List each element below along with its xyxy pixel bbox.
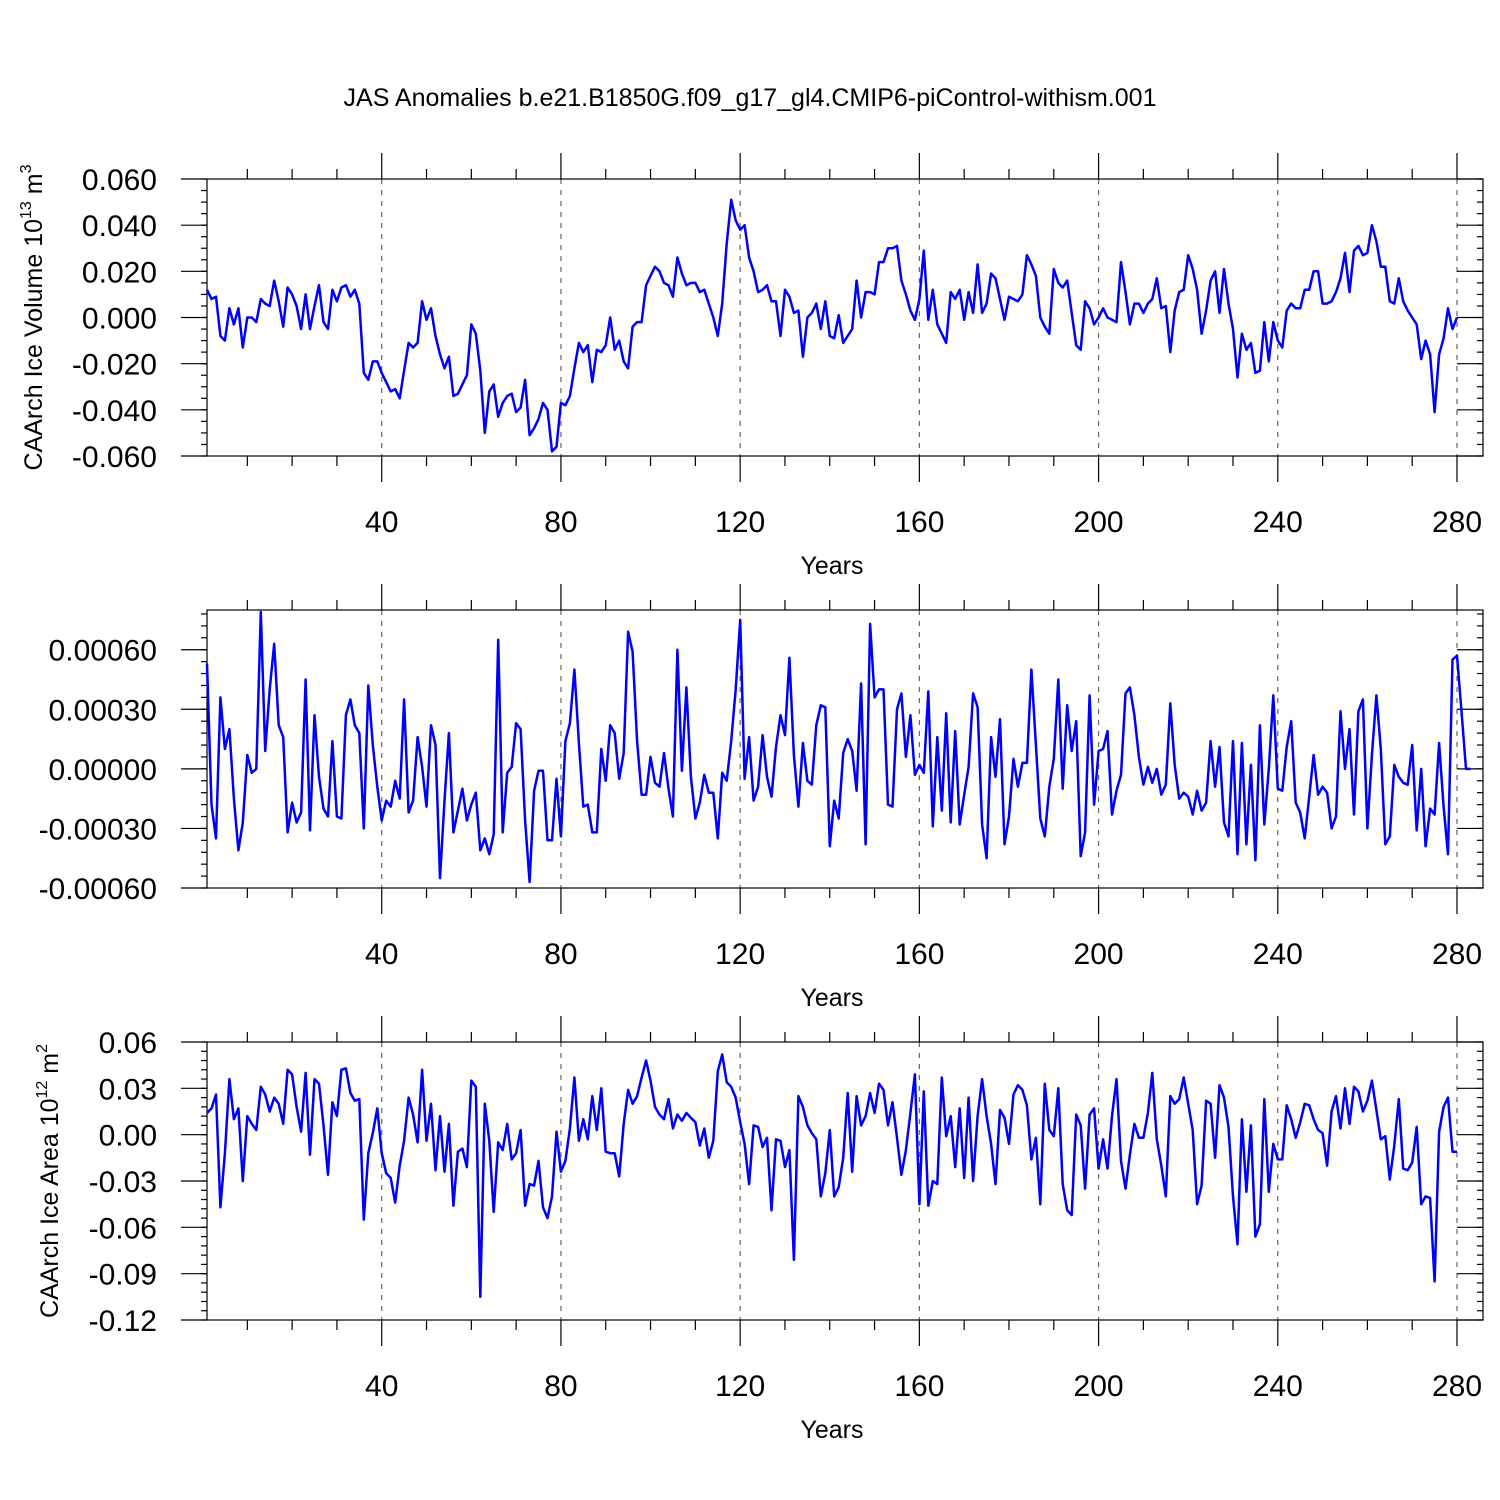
ice-area-series-line-0	[206, 1053, 1457, 1299]
ice-area-x-axis-label: Years	[800, 1416, 863, 1444]
chart-title: JAS Anomalies b.e21.B1850G.f09_g17_gl4.C…	[344, 84, 1157, 112]
ice-volume-x-axis-label: Years	[800, 552, 863, 580]
ice-volume-y-tick-label: -0.020	[72, 349, 157, 382]
snow-volume-y-tick-label: 0.00060	[49, 635, 157, 668]
ice-area-y-tick-label: -0.03	[89, 1166, 157, 1199]
ice-area-x-tick-label: 280	[1432, 1370, 1482, 1403]
ice-area-x-tick-label: 200	[1074, 1370, 1124, 1403]
ice-volume-y-axis-label-text: CAArch Ice Volume 10	[20, 219, 48, 471]
ice-volume-plot-frame	[206, 178, 1484, 457]
snow-volume-y-tick-label: 0.00000	[49, 754, 157, 787]
snow-volume-y-tick-label: 0.00030	[49, 694, 157, 727]
ice-volume-x-tick-label: 80	[544, 506, 577, 539]
ice-area-x-tick-label: 40	[365, 1370, 398, 1403]
snow-volume-y-tick-label: -0.00030	[39, 813, 157, 846]
ice-area-panel: -0.12 -0.09 -0.06 -0.03 0.00 0.03 0.06 40 80 120 1…	[34, 1016, 1484, 1444]
snow-volume-x-tick-label: 200	[1074, 938, 1124, 971]
snow-volume-y-tick-label: -0.00060	[39, 873, 157, 906]
ice-volume-y-axis-label-unit-exponent: 3	[18, 164, 35, 173]
ice-volume-x-tick-label: 280	[1432, 506, 1482, 539]
ice-area-y-axis-label-unit: m	[36, 1053, 64, 1081]
ice-volume-y-tick-label: 0.000	[82, 303, 157, 336]
ice-volume-y-tick-label: 0.020	[82, 256, 157, 289]
ice-area-y-tick-label: 0.00	[99, 1120, 157, 1153]
snow-volume-x-tick-label: 40	[365, 938, 398, 971]
ice-volume-y-axis-label-unit: m	[20, 173, 48, 201]
ice-volume-series-line-0	[205, 198, 1459, 453]
snow-volume-x-axis-label: Years	[800, 984, 863, 1012]
ice-area-x-tick-label: 240	[1253, 1370, 1303, 1403]
ice-area-y-axis-label-exponent: 12	[34, 1081, 51, 1099]
ice-volume-x-tick-label: 160	[894, 506, 944, 539]
snow-volume-plot-frame	[206, 609, 1484, 889]
ice-area-y-tick-label: 0.03	[99, 1073, 157, 1106]
ice-area-y-tick-label: -0.09	[89, 1259, 157, 1292]
ice-volume-x-tick-label: 40	[365, 506, 398, 539]
ice-area-y-axis-label: CAArch Ice Area 1012 m2	[34, 1044, 64, 1318]
snow-volume-x-tick-label: 120	[715, 938, 765, 971]
snow-volume-y-axis-label-unit: m	[0, 590, 6, 618]
ice-volume-y-tick-label: -0.060	[72, 441, 157, 474]
ice-volume-y-tick-label: -0.040	[72, 395, 157, 428]
ice-area-x-tick-label: 160	[894, 1370, 944, 1403]
snow-volume-panel: -0.00060 -0.00030 0.00000 0.00030 0.00060 40 8…	[0, 581, 1484, 1012]
snow-volume-x-tick-label: 240	[1253, 938, 1303, 971]
snow-volume-x-tick-label: 280	[1432, 938, 1482, 971]
snow-volume-series-line-0	[205, 610, 1471, 884]
ice-volume-y-axis-label: CAArch Ice Volume 1013 m3	[18, 164, 48, 470]
ice-area-y-axis-label-text: CAArch Ice Area 10	[36, 1098, 64, 1318]
ice-volume-x-tick-label: 200	[1074, 506, 1124, 539]
ice-volume-y-axis-label-exponent: 13	[18, 201, 35, 219]
ice-area-y-tick-label: 0.06	[99, 1027, 157, 1060]
ice-volume-x-tick-label: 240	[1253, 506, 1303, 539]
ice-area-x-tick-label: 80	[544, 1370, 577, 1403]
ice-volume-y-tick-label: 0.060	[82, 164, 157, 197]
ice-volume-x-tick-label: 120	[715, 506, 765, 539]
snow-volume-x-tick-label: 160	[894, 938, 944, 971]
ice-area-x-tick-label: 120	[715, 1370, 765, 1403]
snow-volume-x-tick-label: 80	[544, 938, 577, 971]
ice-volume-panel: -0.060 -0.040 -0.020 0.000 0.020 0.040 0.060 40…	[18, 153, 1484, 580]
ice-area-y-axis-label-unit-exponent: 2	[34, 1044, 51, 1053]
snow-volume-y-axis-label-text: CAArch Snow Volume 10	[0, 636, 6, 917]
ice-volume-y-tick-label: 0.040	[82, 210, 157, 243]
ice-area-y-tick-label: -0.06	[89, 1212, 157, 1245]
ice-area-y-tick-label: -0.12	[89, 1305, 157, 1338]
snow-volume-y-axis-label: CAArch Snow Volume 1013 m3	[0, 581, 6, 916]
